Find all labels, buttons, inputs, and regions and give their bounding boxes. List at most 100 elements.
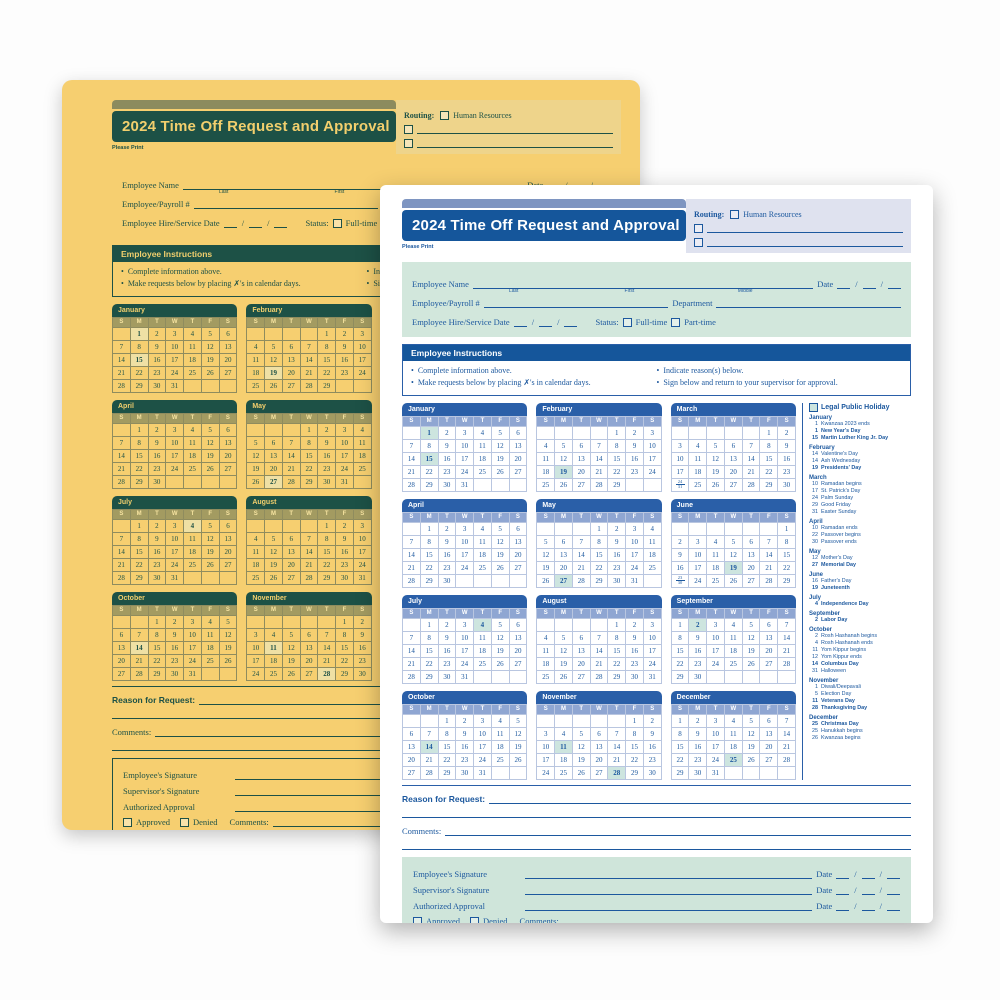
day-cell[interactable]: 8 <box>420 631 438 644</box>
day-cell[interactable]: 6 <box>282 340 300 353</box>
day-cell[interactable]: 21 <box>113 462 130 475</box>
day-cell[interactable]: 6 <box>572 631 590 644</box>
day-cell[interactable]: 24 <box>689 574 707 587</box>
day-cell[interactable]: 15 <box>608 644 626 657</box>
day-cell[interactable]: 29 <box>760 478 778 491</box>
day-cell[interactable]: 1 <box>420 522 438 535</box>
day-cell[interactable]: 12 <box>265 353 282 366</box>
day-cell[interactable]: 12 <box>265 545 282 558</box>
day-cell[interactable]: 25 <box>184 366 201 379</box>
date-input-line[interactable] <box>836 870 850 879</box>
day-cell[interactable]: 14 <box>403 452 420 465</box>
day-cell[interactable]: 15 <box>420 548 438 561</box>
date-input-line[interactable] <box>861 870 875 879</box>
holiday-day-cell[interactable]: 27 <box>555 574 572 587</box>
day-cell[interactable]: 23 <box>689 753 707 766</box>
day-cell[interactable]: 28 <box>113 571 130 584</box>
day-cell[interactable]: 20 <box>282 366 300 379</box>
day-cell[interactable]: 10 <box>626 535 643 548</box>
day-cell[interactable]: 4 <box>491 714 509 727</box>
day-cell[interactable]: 28 <box>403 574 420 587</box>
day-cell[interactable]: 12 <box>219 628 237 641</box>
day-cell[interactable]: 24 <box>353 558 371 571</box>
day-cell[interactable]: 11 <box>689 452 707 465</box>
day-cell[interactable]: 20 <box>572 657 590 670</box>
day-cell[interactable]: 20 <box>509 644 527 657</box>
day-cell[interactable]: 4 <box>201 615 219 628</box>
day-cell[interactable]: 15 <box>626 740 643 753</box>
day-cell[interactable]: 22 <box>608 657 626 670</box>
day-cell[interactable]: 12 <box>555 452 572 465</box>
day-cell[interactable]: 6 <box>509 618 527 631</box>
day-cell[interactable]: 9 <box>353 628 371 641</box>
day-cell[interactable]: 22 <box>420 657 438 670</box>
day-cell[interactable]: 19 <box>555 657 572 670</box>
day-cell[interactable]: 27 <box>572 670 590 683</box>
day-cell[interactable]: 10 <box>671 452 689 465</box>
day-cell[interactable]: 17 <box>707 644 724 657</box>
day-cell[interactable]: 5 <box>491 426 509 439</box>
day-cell[interactable]: 4 <box>643 522 661 535</box>
day-cell[interactable]: 28 <box>590 670 608 683</box>
day-cell[interactable]: 26 <box>555 478 572 491</box>
day-cell[interactable]: 10 <box>166 532 184 545</box>
day-cell[interactable]: 12 <box>201 532 219 545</box>
day-cell[interactable]: 17 <box>643 644 661 657</box>
day-cell[interactable]: 10 <box>643 631 661 644</box>
day-cell[interactable]: 31 <box>456 478 474 491</box>
day-cell[interactable]: 25 <box>265 667 282 680</box>
day-cell[interactable]: 20 <box>219 353 237 366</box>
day-cell[interactable]: 1 <box>590 522 608 535</box>
day-cell[interactable]: 7 <box>608 727 626 740</box>
day-cell[interactable]: 8 <box>336 628 353 641</box>
day-cell[interactable]: 4 <box>184 327 201 340</box>
day-cell[interactable]: 29 <box>590 574 608 587</box>
day-cell[interactable]: 25 <box>247 571 265 584</box>
day-cell[interactable]: 22 <box>671 657 689 670</box>
day-cell[interactable]: 14 <box>113 545 130 558</box>
day-cell[interactable]: 20 <box>742 561 760 574</box>
day-cell[interactable]: 29 <box>608 478 626 491</box>
day-cell[interactable]: 2 <box>148 423 166 436</box>
day-cell[interactable]: 30 <box>643 766 661 779</box>
day-cell[interactable]: 3 <box>671 439 689 452</box>
day-cell[interactable]: 21 <box>742 465 760 478</box>
comments-input-line-2[interactable] <box>112 737 621 751</box>
day-cell[interactable]: 9 <box>336 532 353 545</box>
day-cell[interactable]: 2 <box>438 618 456 631</box>
day-cell[interactable]: 11 <box>474 535 491 548</box>
day-cell[interactable]: 16 <box>336 545 353 558</box>
day-cell[interactable]: 26 <box>742 657 760 670</box>
day-cell[interactable]: 23 <box>438 561 456 574</box>
day-cell[interactable]: 15 <box>590 548 608 561</box>
day-cell[interactable]: 2 <box>778 426 795 439</box>
day-cell[interactable]: 2 <box>643 714 661 727</box>
day-cell[interactable]: 7 <box>420 727 438 740</box>
day-cell[interactable]: 25 <box>184 558 201 571</box>
day-cell[interactable]: 12 <box>572 740 590 753</box>
day-cell[interactable]: 4 <box>707 535 724 548</box>
day-cell[interactable]: 20 <box>282 558 300 571</box>
day-cell[interactable]: 8 <box>671 727 689 740</box>
day-cell[interactable]: 16 <box>456 740 474 753</box>
day-cell[interactable]: 30 <box>438 574 456 587</box>
day-cell[interactable]: 16 <box>689 644 707 657</box>
day-cell[interactable]: 11 <box>724 631 742 644</box>
day-cell[interactable]: 15 <box>300 449 318 462</box>
day-cell[interactable]: 11 <box>537 644 555 657</box>
date-input-line[interactable] <box>888 280 901 289</box>
day-cell[interactable]: 31 <box>353 571 371 584</box>
day-cell[interactable]: 28 <box>113 475 130 488</box>
day-cell[interactable]: 26 <box>282 667 300 680</box>
day-cell[interactable]: 10 <box>456 535 474 548</box>
day-cell[interactable]: 3 <box>456 522 474 535</box>
day-cell[interactable]: 21 <box>403 465 420 478</box>
day-cell[interactable]: 24 <box>707 753 724 766</box>
day-cell[interactable]: 23 <box>438 465 456 478</box>
day-cell[interactable]: 16 <box>148 545 166 558</box>
day-cell[interactable]: 13 <box>282 353 300 366</box>
day-cell[interactable]: 16 <box>318 449 336 462</box>
day-cell[interactable]: 13 <box>265 449 282 462</box>
day-cell[interactable]: 9 <box>643 727 661 740</box>
reason-input-line[interactable] <box>489 794 911 804</box>
